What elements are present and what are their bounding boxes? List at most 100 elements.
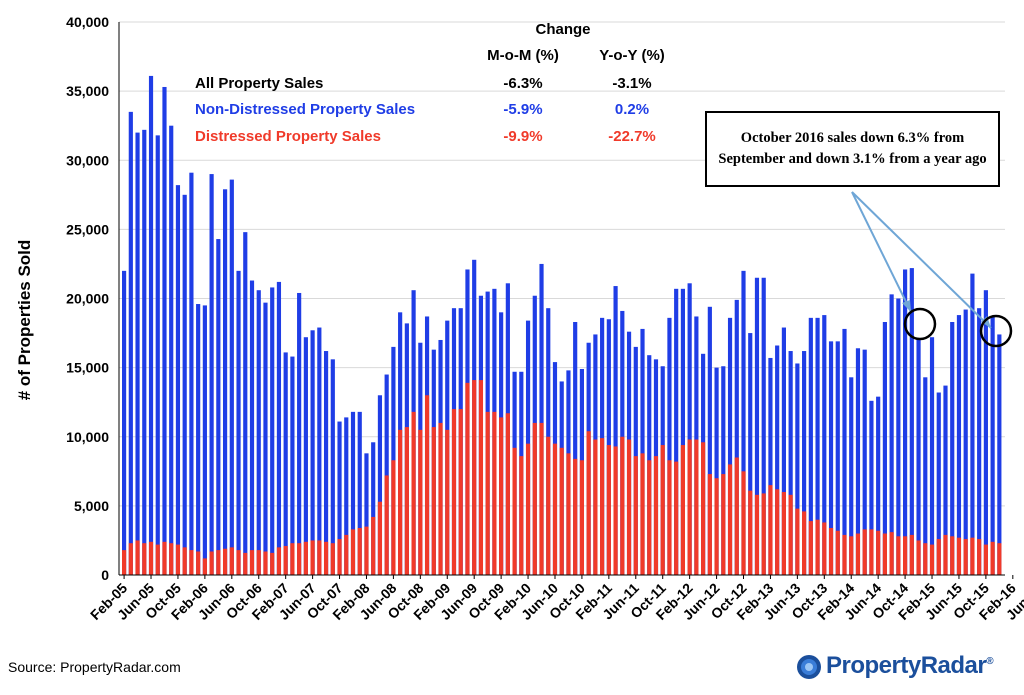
bar-total (727, 317, 733, 575)
bar-distressed (445, 429, 450, 575)
bar-total (270, 287, 275, 575)
bar-distressed (249, 550, 255, 575)
bar-total (849, 377, 854, 575)
highlight-circle-september (903, 307, 937, 341)
bar-total (216, 239, 221, 576)
bar-distressed (579, 460, 585, 575)
bar-distressed (290, 543, 295, 575)
bar-total (748, 333, 753, 575)
bar-distressed (330, 543, 335, 575)
legend-all-mom: -6.3% (503, 75, 542, 92)
bar-distressed (552, 443, 558, 575)
bar-distressed (741, 471, 746, 575)
bar-total (788, 351, 793, 575)
legend-nondistressed-yoy: 0.2% (615, 101, 649, 118)
bar-distressed (963, 539, 968, 575)
bar-distressed (371, 516, 376, 575)
bar-distressed (492, 411, 497, 575)
bar-distressed (849, 536, 854, 575)
bar-distressed (573, 458, 578, 575)
bar-total (997, 334, 1002, 575)
bar-distressed (451, 409, 457, 575)
bar-distressed (707, 474, 712, 575)
bar-total (148, 75, 154, 575)
bar-total (977, 308, 982, 575)
bar-distressed (209, 551, 214, 575)
bar-distressed (276, 547, 282, 575)
bar-total (364, 453, 369, 575)
bar-total (963, 309, 968, 575)
bar-total (943, 385, 948, 575)
bar-distressed (297, 543, 302, 575)
bar-total (384, 374, 389, 575)
bar-distressed (586, 431, 591, 575)
bar-distressed (398, 429, 403, 575)
bar-total (775, 345, 780, 575)
y-axis-label: # of Properties Sold (15, 240, 34, 401)
bar-total (687, 283, 692, 575)
legend-distressed-yoy: -22.7% (608, 128, 656, 145)
bar-distressed (384, 475, 389, 575)
bar-distressed (229, 547, 234, 575)
bar-total (236, 270, 241, 575)
bar-total (835, 341, 840, 575)
bar-distressed (344, 534, 349, 575)
bar-distressed (808, 521, 813, 575)
bar-distressed (357, 527, 362, 575)
bar-total (196, 304, 201, 575)
bar-total (674, 288, 679, 575)
bar-total (256, 290, 261, 575)
bar-total (956, 315, 962, 575)
bar-distressed (694, 439, 699, 575)
bar-total (869, 400, 874, 575)
bar-distressed (377, 501, 383, 575)
bar-distressed (323, 541, 329, 575)
bar-distressed (202, 558, 207, 575)
bar-distressed (842, 534, 847, 575)
bar-total (842, 328, 847, 575)
legend-all-yoy: -3.1% (612, 75, 651, 92)
bar-distressed (539, 422, 544, 575)
bar-total (135, 132, 140, 575)
bar-distressed (613, 446, 618, 575)
bar-total (155, 135, 160, 576)
bar-total (680, 288, 685, 575)
bar-distressed (182, 547, 187, 575)
bar-total (983, 290, 988, 575)
bar-distressed (196, 551, 201, 575)
bar-distressed (532, 422, 537, 575)
callout-arrowhead-october (981, 316, 991, 328)
bar-distressed (559, 447, 564, 575)
bar-distressed (795, 508, 800, 575)
bar-total (573, 322, 578, 575)
bar-distressed (653, 456, 659, 575)
bar-distressed (270, 552, 275, 575)
y-tick-label: 35,000 (66, 83, 109, 99)
bar-total (950, 322, 955, 575)
bar-distressed (243, 552, 248, 575)
bar-distressed (815, 519, 820, 575)
highlight-circle-october (979, 314, 1013, 348)
bar-distressed (701, 442, 706, 575)
bar-total (640, 328, 645, 575)
bar-distressed (977, 539, 982, 575)
y-tick-label: 30,000 (66, 152, 109, 168)
bar-distressed (721, 474, 726, 575)
callout-box: October 2016 sales down 6.3% from Septem… (705, 111, 1000, 187)
bar-distressed (222, 548, 228, 575)
y-tick-labels: 0 5,000 10,000 15,000 20,000 25,000 30,000 35,0… (66, 14, 109, 583)
bar-distressed (626, 439, 632, 575)
logo-wordmark: PropertyRadar® (826, 652, 994, 679)
bar-distressed (391, 460, 396, 575)
bar-distressed (438, 422, 443, 575)
bar-distressed (768, 485, 773, 575)
bar-total (862, 349, 867, 575)
bar-distressed (606, 445, 611, 575)
bar-total (182, 194, 187, 575)
bar-distressed (593, 439, 598, 575)
source-note: Source: PropertyRadar.com (8, 659, 181, 675)
propertyradar-logo: PropertyRadar® (796, 650, 1006, 686)
bar-distressed (680, 445, 685, 575)
bar-distressed (640, 453, 645, 575)
bar-total (802, 351, 807, 575)
